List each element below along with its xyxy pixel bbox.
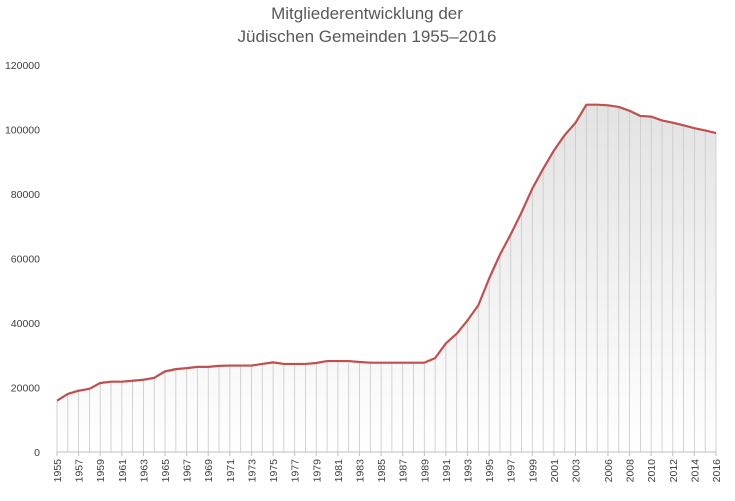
x-tick-label: 1985 [376,459,388,483]
drop-lines [56,104,717,452]
x-tick-label: 2012 [668,459,680,483]
x-tick-label: 1975 [268,459,280,483]
series-line-layer [56,103,717,402]
chart-title-line2: Jüdischen Gemeinden 1955–2016 [238,27,497,46]
y-tick-label: 60000 [11,254,40,266]
x-tick-label: 1977 [290,459,302,483]
y-tick-label: 120000 [5,60,40,72]
x-tick-label: 2008 [625,459,637,483]
x-axis: 1955 1957 1959 1961 1963 1965 1967 1969 1971 1973… [52,451,723,483]
area-fill [57,104,716,453]
x-tick-label: 1979 [311,459,323,483]
x-tick-label: 1965 [160,459,172,483]
x-tick-label: 1981 [333,459,345,483]
x-tick-label: 1967 [182,459,194,483]
x-tick-label: 1999 [527,459,539,483]
x-tick-label: 1969 [203,459,215,483]
x-tick-label: 2001 [549,459,561,483]
x-tick-label: 1971 [225,459,237,483]
y-tick-label: 40000 [11,318,40,330]
y-tick-label: 0 [34,447,40,459]
x-tick-label: 1957 [74,459,86,483]
y-axis: 0 20000 40000 60000 80000 100000 120000 [5,60,40,459]
x-tick-label: 2003 [571,459,583,483]
x-tick-label: 1993 [463,459,475,483]
x-tick-label: 2010 [646,459,658,483]
x-tick-label: 1995 [484,459,496,483]
x-tick-label: 1961 [117,459,129,483]
x-tick-label: 1963 [138,459,150,483]
y-tick-label: 20000 [11,383,40,395]
x-tick-label: 1959 [95,459,107,483]
x-tick-label: 1997 [506,459,518,483]
x-tick-label: 1987 [398,459,410,483]
y-tick-label: 100000 [5,125,40,137]
x-tick-label: 1973 [246,459,258,483]
x-tick-label: 2016 [711,459,723,483]
series-line [56,103,717,402]
area-fill-path [57,104,716,453]
x-tick-label: 1955 [52,459,64,483]
x-tick-label: 1991 [441,459,453,483]
chart-title-line1: Mitgliederentwicklung der [271,4,463,23]
y-tick-label: 80000 [11,189,40,201]
x-tick-label: 1983 [354,459,366,483]
x-tick-label: 2014 [689,459,701,483]
x-tick-label: 1989 [419,459,431,483]
x-tick-label: 2006 [603,459,615,483]
